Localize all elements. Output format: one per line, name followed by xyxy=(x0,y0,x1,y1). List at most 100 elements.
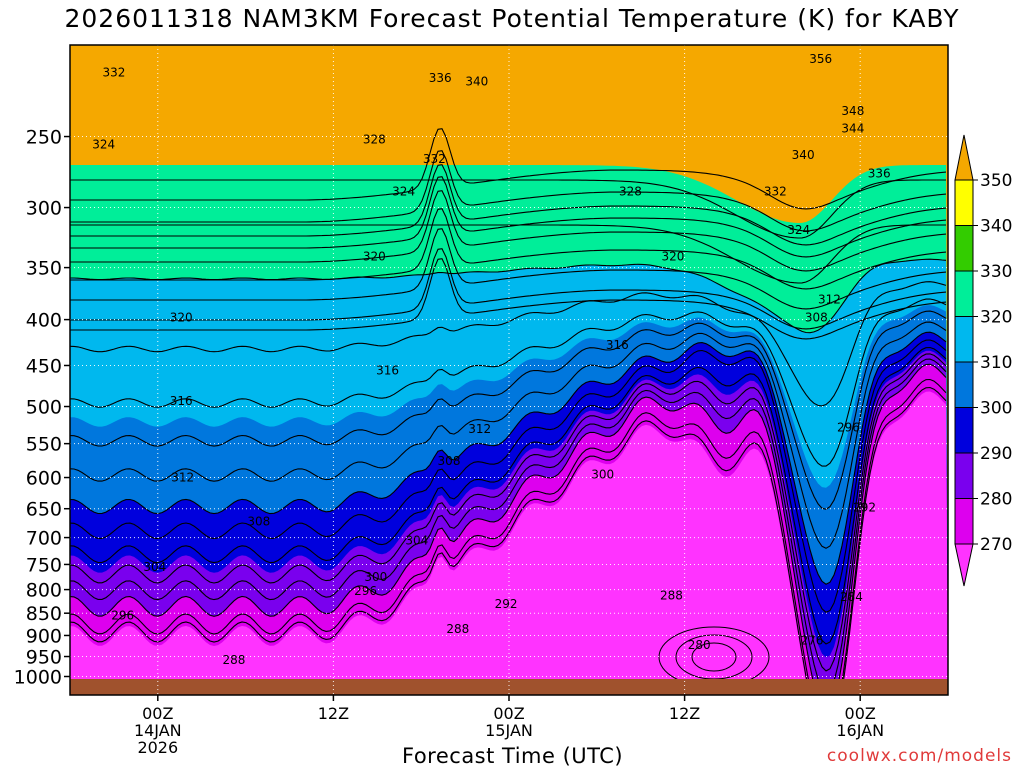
contour-label-292: 292 xyxy=(853,501,876,515)
isentrope-304 xyxy=(70,321,947,549)
colorbar-label-270: 270 xyxy=(980,535,1012,555)
contour-label-308: 308 xyxy=(247,515,270,529)
y-tick-label-500: 500 xyxy=(26,397,62,419)
contour-label-304: 304 xyxy=(405,533,428,547)
svg-text:340: 340 xyxy=(792,148,815,162)
contour-label-332: 332 xyxy=(102,65,125,79)
colorbar-top-arrow xyxy=(954,134,974,181)
isentrope-292 xyxy=(70,346,947,645)
svg-text:292: 292 xyxy=(853,501,876,515)
cold-core-ring xyxy=(691,642,737,672)
svg-text:348: 348 xyxy=(841,104,864,118)
svg-text:312: 312 xyxy=(818,293,841,307)
y-tick-label-950: 950 xyxy=(26,647,62,669)
isentrope-284 xyxy=(70,358,947,694)
x-tick-label: 12Z xyxy=(669,704,700,723)
x-tick-label: 00Z xyxy=(493,704,524,723)
isentrope-328 xyxy=(70,179,946,239)
svg-text:292: 292 xyxy=(495,597,518,611)
svg-text:324: 324 xyxy=(392,185,415,199)
svg-text:344: 344 xyxy=(841,122,864,136)
y-tick-label-550: 550 xyxy=(26,434,62,456)
contour-label-336: 336 xyxy=(429,71,452,85)
contour-label-292: 292 xyxy=(495,597,518,611)
x-tick-label: 12Z xyxy=(318,704,349,723)
ground-layer xyxy=(70,679,948,695)
ground-surface xyxy=(70,679,948,695)
isentrope-360 xyxy=(70,248,947,330)
svg-text:308: 308 xyxy=(438,454,461,468)
colorbar-label-320: 320 xyxy=(980,308,1012,328)
contour-label-356: 356 xyxy=(809,52,832,66)
svg-text:316: 316 xyxy=(376,364,399,378)
svg-text:304: 304 xyxy=(143,560,166,574)
contour-label-276: 276 xyxy=(800,634,823,648)
contour-label-316: 316 xyxy=(376,364,399,378)
y-tick-label-300: 300 xyxy=(26,198,62,220)
colorbar: 350 340 330 320 310 300 290 280 270 xyxy=(954,134,1012,587)
contour-label-344: 344 xyxy=(841,122,864,136)
svg-text:312: 312 xyxy=(468,422,491,436)
svg-text:288: 288 xyxy=(660,588,683,602)
contour-label-288: 288 xyxy=(222,653,245,667)
potential-temperature-bands xyxy=(70,45,948,695)
svg-text:304: 304 xyxy=(405,533,428,547)
y-tick-label-250: 250 xyxy=(26,127,62,149)
credit-link[interactable]: coolwx.com/models xyxy=(826,746,1012,766)
colorbar-label-350: 350 xyxy=(980,171,1012,191)
contour-label-324: 324 xyxy=(92,137,115,151)
colorbar-bottom-arrow xyxy=(954,543,974,587)
y-tick-label-700: 700 xyxy=(26,528,62,550)
x-tick-label: 16JAN xyxy=(836,721,884,740)
contour-labels: 332 336 340 356 324 328 332 348 344 340 336 324 328 3… xyxy=(92,52,890,667)
x-axis-label: Forecast Time (UTC) xyxy=(402,744,624,768)
colorbar-label-300: 300 xyxy=(980,399,1012,419)
y-tick-label-850: 850 xyxy=(26,603,62,625)
svg-text:328: 328 xyxy=(363,133,386,147)
x-tick-label: 14JAN xyxy=(134,721,182,740)
isentrope-300 xyxy=(70,331,947,585)
contour-label-288: 288 xyxy=(660,588,683,602)
svg-text:316: 316 xyxy=(606,338,629,352)
svg-text:288: 288 xyxy=(446,622,469,636)
contour-label-328: 328 xyxy=(363,133,386,147)
contour-label-340: 340 xyxy=(465,74,488,88)
svg-text:308: 308 xyxy=(247,515,270,529)
isentrope-308 xyxy=(70,310,947,510)
y-tick-label-450: 450 xyxy=(26,355,62,377)
isentrope-316 xyxy=(70,281,947,407)
isentrope-312 xyxy=(70,298,947,467)
y-tick-label-600: 600 xyxy=(26,468,62,490)
svg-text:280: 280 xyxy=(688,638,711,652)
colorbar-segment xyxy=(954,452,974,499)
contour-label-316: 316 xyxy=(606,338,629,352)
svg-text:356: 356 xyxy=(809,52,832,66)
contour-label-312: 312 xyxy=(818,293,841,307)
svg-text:332: 332 xyxy=(423,152,446,166)
contour-label-300: 300 xyxy=(591,467,614,481)
contour-label-304: 304 xyxy=(143,560,166,574)
contour-label-324: 324 xyxy=(787,223,810,237)
contour-label-312: 312 xyxy=(468,422,491,436)
contour-label-336: 336 xyxy=(868,167,891,181)
colorbar-segment xyxy=(954,407,974,454)
svg-text:296: 296 xyxy=(354,584,377,598)
svg-text:328: 328 xyxy=(619,185,642,199)
x-tick-label: 15JAN xyxy=(485,721,533,740)
y-tick-label-750: 750 xyxy=(26,554,62,576)
x-tick-label: 00Z xyxy=(142,704,173,723)
contour-label-308: 308 xyxy=(805,311,828,325)
isentrope-356 xyxy=(70,228,947,310)
contour-label-320: 320 xyxy=(661,249,684,263)
contour-label-332: 332 xyxy=(423,152,446,166)
contour-label-320: 320 xyxy=(363,249,386,263)
isentrope-332 xyxy=(70,128,947,210)
y-tick-label-650: 650 xyxy=(26,499,62,521)
colorbar-segment xyxy=(954,225,974,272)
isentrope-288 xyxy=(70,353,947,672)
contour-label-288: 288 xyxy=(446,622,469,636)
isentrope-324 xyxy=(70,224,946,284)
svg-text:288: 288 xyxy=(222,653,245,667)
isentrope-280 xyxy=(70,363,947,695)
